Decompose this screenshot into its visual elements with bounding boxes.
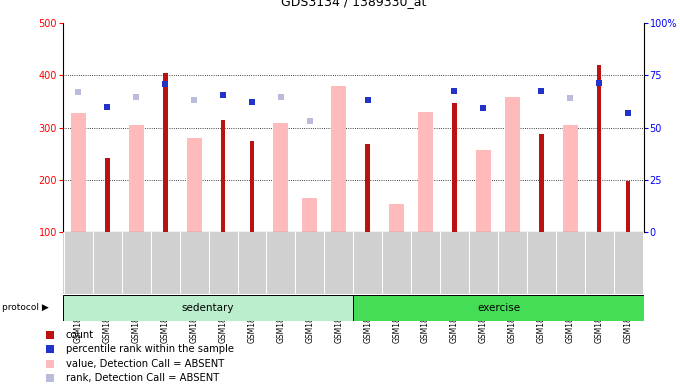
Bar <box>597 65 601 232</box>
Text: rank, Detection Call = ABSENT: rank, Detection Call = ABSENT <box>66 374 219 384</box>
Bar <box>389 204 404 232</box>
Bar <box>129 125 144 232</box>
Text: percentile rank within the sample: percentile rank within the sample <box>66 344 234 354</box>
Text: value, Detection Call = ABSENT: value, Detection Call = ABSENT <box>66 359 224 369</box>
Text: GDS3134 / 1389330_at: GDS3134 / 1389330_at <box>281 0 426 8</box>
Bar <box>365 144 370 232</box>
Bar <box>250 141 254 232</box>
Bar <box>273 124 288 232</box>
Bar <box>105 157 109 232</box>
Bar <box>71 113 86 232</box>
Bar <box>505 97 520 232</box>
Bar <box>626 181 630 232</box>
Bar <box>452 103 457 232</box>
Bar <box>476 150 491 232</box>
Bar <box>303 198 318 232</box>
Bar <box>331 86 346 232</box>
Bar <box>63 295 353 321</box>
Bar <box>418 112 433 232</box>
Text: sedentary: sedentary <box>182 303 234 313</box>
Text: protocol ▶: protocol ▶ <box>2 303 49 312</box>
Text: exercise: exercise <box>477 303 520 313</box>
Bar <box>353 295 644 321</box>
Text: count: count <box>66 330 94 340</box>
Bar <box>539 134 543 232</box>
Bar <box>562 125 578 232</box>
Bar <box>221 120 225 232</box>
Bar <box>186 138 202 232</box>
Bar <box>163 73 167 232</box>
